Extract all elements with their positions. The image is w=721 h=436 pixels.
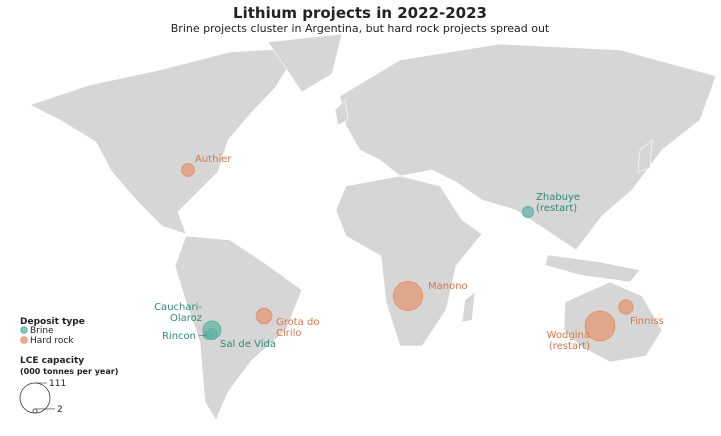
project-bubble: [618, 299, 634, 315]
project-label: Wodgina: [547, 330, 590, 341]
project-bubble: [181, 163, 195, 177]
project-bubble: [205, 327, 219, 341]
project-label: Manono: [428, 281, 468, 292]
project-label: Sal de Vida: [220, 339, 276, 350]
legend-size-circle: [32, 408, 38, 414]
legend-size-label: 111: [49, 379, 66, 389]
label-leader: [197, 334, 207, 337]
legend-size-title: LCE capacity: [20, 356, 84, 366]
project-label: Finniss: [630, 316, 664, 327]
project-label: Cirilo: [276, 328, 302, 339]
project-label: Rincon: [162, 331, 196, 342]
legend-label: Brine: [30, 326, 54, 336]
project-label: Zhabuye: [536, 192, 580, 203]
project-label: (restart): [536, 203, 577, 214]
project-bubble: [255, 307, 273, 325]
legend-size-label: 2: [57, 405, 63, 415]
legend-size-circle: [19, 382, 51, 414]
subtitle: Brine projects cluster in Argentina, but…: [171, 22, 550, 35]
title: Lithium projects in 2022-2023: [233, 4, 487, 22]
legend-label: Hard rock: [30, 336, 74, 346]
world-land: [29, 33, 717, 421]
legend-title: Deposit type: [20, 317, 85, 327]
project-label: Authier: [195, 154, 232, 165]
project-label: Cauchari-: [154, 302, 202, 313]
project-label: (restart): [549, 341, 590, 352]
legend-swatch: [20, 326, 28, 334]
project-bubble: [521, 205, 535, 219]
project-label: Grota do: [276, 317, 319, 328]
project-bubble: [392, 280, 424, 312]
project-label: Olaroz: [170, 313, 202, 324]
legend-swatch: [20, 336, 28, 344]
legend-size-subtitle: (000 tonnes per year): [20, 367, 118, 376]
project-bubble: [584, 310, 616, 342]
